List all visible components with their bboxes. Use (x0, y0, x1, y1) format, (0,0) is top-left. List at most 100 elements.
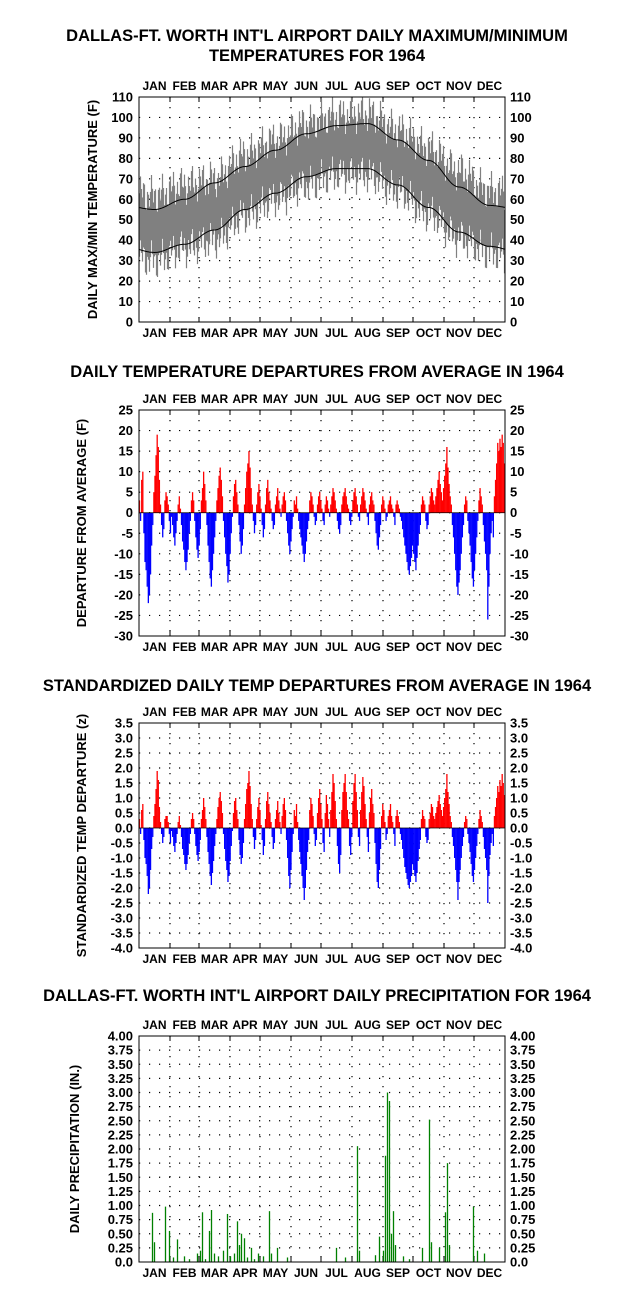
chart-4-ytick-label-right: 2.25 (510, 1127, 535, 1142)
chart-4-ytick-label-right: 2.00 (510, 1142, 535, 1157)
chart-2-ytick-label-left: 15 (119, 444, 133, 459)
chart-2-ytick-label-left: 5 (126, 485, 133, 500)
chart-2-month-label-top: SEP (386, 392, 410, 406)
chart-1-ytick-label-left: 30 (119, 253, 133, 268)
chart-1-month-label-bottom: JUN (294, 326, 318, 340)
chart-2-ytick-label-right: -15 (510, 567, 529, 582)
chart-2-month-label-top: JUN (294, 392, 318, 406)
chart-1-month-label-top: SEP (386, 79, 410, 93)
chart-2-ytick-label-left: 20 (119, 423, 133, 438)
chart-3-month-label-top: JUL (325, 705, 348, 719)
chart-4-ytick-label-right: 0.0 (510, 1255, 528, 1270)
chart-1-month-label-bottom: FEB (173, 326, 197, 340)
chart-1-ytick-label-right: 20 (510, 274, 524, 289)
chart-2-month-label-bottom: MAY (263, 640, 289, 654)
chart-2-ytick-label-left: 10 (119, 464, 133, 479)
chart-1-month-label-bottom: AUG (354, 326, 381, 340)
chart-3-departure-series (138, 771, 506, 903)
chart-3-ylabel: STANDARDIZED TEMP DEPARTURE (z) (74, 714, 89, 957)
chart-1-ytick-label-left: 110 (112, 90, 133, 105)
chart-2-month-label-top: MAR (201, 392, 229, 406)
chart-1-ytick-label-left: 90 (119, 130, 133, 145)
chart-1-ytick-label-right: 90 (510, 130, 524, 145)
chart-4-ytick-label-right: 0.25 (510, 1240, 535, 1255)
chart-3-month-label-bottom: SEP (386, 952, 410, 966)
chart-2-ytick-label-left: -30 (114, 629, 133, 644)
chart-2-month-label-bottom: AUG (354, 640, 381, 654)
chart-4-month-label-bottom: JUL (325, 1266, 348, 1280)
chart-4-month-label-bottom: JUN (294, 1266, 318, 1280)
chart-3-ytick-label-left: 3.0 (115, 731, 133, 746)
chart-4-ytick-label-left: 3.75 (108, 1043, 133, 1058)
chart-1-ytick-label-left: 10 (119, 294, 133, 309)
chart-2-ytick-label-left: 0 (126, 505, 133, 520)
chart-2-ytick-label-right: -30 (510, 629, 529, 644)
chart-3-ytick-label-right: -4.0 (510, 941, 532, 956)
chart-1-ylabel: DAILY MAX/MIN TEMPERATURE (F) (85, 100, 100, 319)
chart-3-ytick-label-left: 0.0 (115, 821, 133, 836)
chart-2-ytick-label-left: -20 (114, 587, 133, 602)
chart-3-ytick-label-left: 1.5 (115, 776, 133, 791)
chart-1-month-label-top: APR (232, 79, 258, 93)
chart-3-month-label-top: MAY (263, 705, 289, 719)
chart-4-ytick-label-left: 1.00 (108, 1198, 133, 1213)
chart-2-ytick-label-left: -25 (114, 608, 133, 623)
chart-3-month-label-bottom: DEC (477, 952, 503, 966)
chart-2-ytick-label-right: -5 (510, 526, 522, 541)
chart-3-month-label-bottom: NOV (446, 952, 472, 966)
chart-3-ytick-label-right: -1.5 (510, 866, 532, 881)
chart-3-ytick-label-right: 1.0 (510, 791, 528, 806)
chart-4-month-label-top: MAR (201, 1018, 229, 1032)
chart-1-ytick-label-right: 0 (510, 315, 517, 330)
chart-3-month-label-bottom: AUG (354, 952, 381, 966)
chart-4-month-label-top: DEC (477, 1018, 503, 1032)
chart-4-ytick-label-left: 2.25 (108, 1127, 133, 1142)
chart-3-month-label-top: NOV (446, 705, 472, 719)
chart-4-ytick-label-left: 2.50 (108, 1113, 133, 1128)
chart-4-month-label-top: SEP (386, 1018, 410, 1032)
chart-2-ytick-label-right: -25 (510, 608, 529, 623)
chart-3-month-label-bottom: JUL (325, 952, 348, 966)
chart-1-ytick-label-left: 80 (119, 151, 133, 166)
chart-2-month-label-top: JUL (325, 392, 348, 406)
chart-3-ytick-label-right: 3.0 (510, 731, 528, 746)
chart-3-ytick-label-right: -2.5 (510, 896, 532, 911)
chart-4-ytick-label-right: 2.50 (510, 1113, 535, 1128)
chart-3-ytick-label-left: -2.5 (111, 896, 133, 911)
chart-2-ytick-label-right: 15 (510, 444, 524, 459)
chart-3-ytick-label-left: 2.5 (115, 746, 133, 761)
chart-1-plot-border (138, 96, 506, 323)
chart-4-ytick-label-right: 3.50 (510, 1057, 535, 1072)
chart-3-frame (138, 723, 506, 948)
chart-3-month-label-bottom: OCT (416, 952, 442, 966)
chart-3-ytick-label-right: 1.5 (510, 776, 528, 791)
chart-3-ytick-label-right: -3.5 (510, 926, 532, 941)
chart-1-month-label-top: JAN (142, 79, 166, 93)
chart-1-ytick-label-right: 10 (510, 294, 524, 309)
chart-2-month-label-bottom: JUN (294, 640, 318, 654)
chart-3-ytick-label-right: -0.5 (510, 836, 532, 851)
chart-1-ytick-label-right: 30 (510, 253, 524, 268)
chart-2-ytick-label-right: 10 (510, 464, 524, 479)
chart-3-month-label-top: FEB (173, 705, 197, 719)
chart-3-ytick-label-right: 0.5 (510, 806, 528, 821)
chart-3-ytick-label-left: 2.0 (115, 761, 133, 776)
chart-4-ytick-label-right: 1.75 (510, 1156, 535, 1171)
chart-4-month-label-top: AUG (354, 1018, 381, 1032)
chart-1-month-label-bottom: OCT (416, 326, 442, 340)
chart-3-month-label-bottom: MAR (201, 952, 229, 966)
chart-2-month-label-top: FEB (173, 392, 197, 406)
chart-1-ytick-label-left: 0 (126, 315, 133, 330)
chart-3-ytick-label-left: -0.5 (111, 836, 133, 851)
chart-4-month-label-bottom: NOV (446, 1266, 472, 1280)
chart-3-ytick-label-left: -1.5 (111, 866, 133, 881)
chart-3-ytick-label-left: -1.0 (111, 851, 133, 866)
chart-4-ytick-label-left: 2.00 (108, 1142, 133, 1157)
chart-4-month-label-top: JUN (294, 1018, 318, 1032)
chart-4-ytick-label-left: 1.25 (108, 1184, 133, 1199)
chart-3-month-label-top: JAN (142, 705, 166, 719)
chart-3-plot-border (138, 722, 506, 949)
chart-1-ytick-label-right: 110 (510, 90, 531, 105)
chart-1-month-label-top: OCT (416, 79, 442, 93)
chart-2-ytick-label-right: -20 (510, 587, 529, 602)
